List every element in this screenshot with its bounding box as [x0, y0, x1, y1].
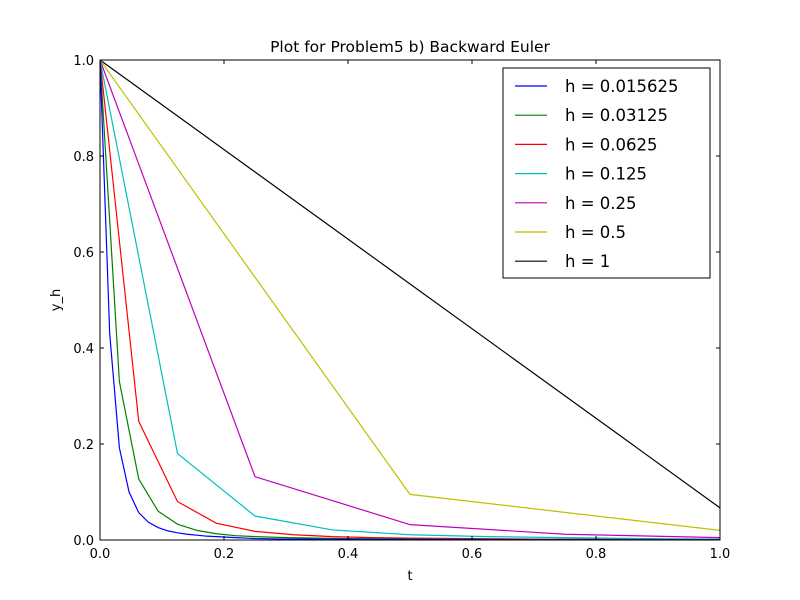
y-tick-label: 0.6: [73, 246, 94, 261]
x-tick-label: 0.6: [462, 547, 483, 562]
legend-label-4: h = 0.25: [565, 194, 637, 213]
series-line-4: [100, 60, 720, 539]
x-axis-label: t: [407, 569, 412, 584]
legend-label-2: h = 0.0625: [565, 135, 658, 154]
legend-label-5: h = 0.5: [565, 223, 626, 242]
x-tick-label: 0.2: [214, 547, 235, 562]
x-tick-label: 0.4: [338, 547, 359, 562]
legend-label-1: h = 0.03125: [565, 106, 668, 125]
plot-area-frame: [99, 59, 721, 541]
x-tick-label: 0.0: [90, 547, 111, 562]
y-tick-label: 1.0: [73, 54, 94, 69]
legend: h = 0.015625 h = 0.03125 h = 0.0625 h = 0.1…: [502, 67, 711, 279]
series-line-5: [100, 60, 720, 531]
y-axis-label: y_h: [49, 289, 64, 311]
y-tick-label: 0.8: [73, 150, 94, 165]
chart-title: Plot for Problem5 b) Backward Euler: [270, 38, 550, 56]
legend-label-6: h = 1: [565, 252, 610, 271]
series-line-6: [100, 60, 720, 509]
y-tick-label: 0.4: [73, 342, 94, 357]
series-line-3: [100, 60, 720, 540]
legend-label-3: h = 0.125: [565, 165, 647, 184]
tick-layer: 0.0 0.2 0.4 0.6 0.8 1.0 0.0 0.2 0.4 0.6 0.8 1.0: [73, 54, 730, 562]
x-tick-label: 0.8: [586, 547, 607, 562]
legend-label-0: h = 0.015625: [565, 77, 679, 96]
y-tick-label: 0.2: [73, 438, 94, 453]
y-tick-label: 0.0: [73, 534, 94, 549]
x-tick-label: 1.0: [710, 547, 731, 562]
